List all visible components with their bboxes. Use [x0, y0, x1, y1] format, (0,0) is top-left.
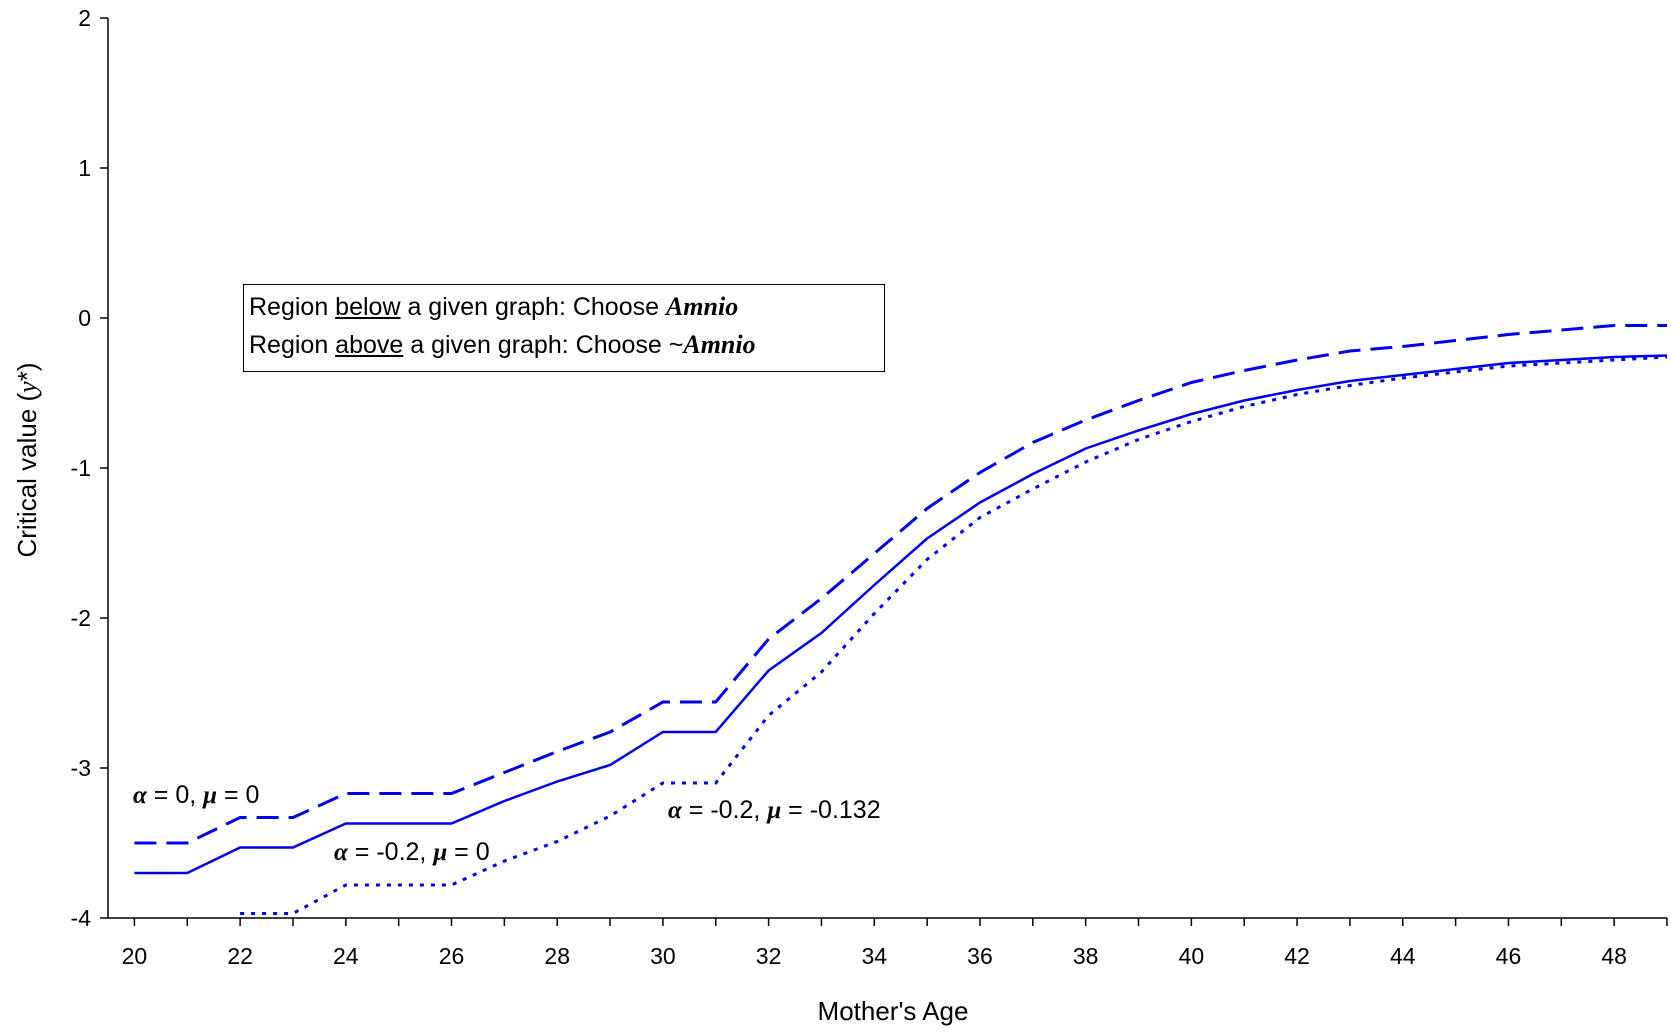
x-tick-label: 36 [967, 943, 993, 969]
x-tick-label: 38 [1073, 943, 1099, 969]
y-tick-label: -2 [71, 605, 91, 631]
legend-choice: Amnio [683, 330, 756, 359]
x-tick-label: 28 [544, 943, 570, 969]
series-layer [134, 324, 1668, 915]
x-tick-label: 30 [650, 943, 676, 969]
annotation-mu: μ [201, 782, 217, 809]
annotation-text: = -0.132 [781, 796, 880, 824]
x-axis-title: Mother's Age [818, 996, 969, 1026]
y-axis-title-symbol: y [13, 381, 42, 396]
x-tick-label: 46 [1496, 943, 1522, 969]
y-axis-title: Critical value (y*) [12, 362, 42, 557]
legend-underlined-word: below [335, 293, 401, 321]
x-tick-label: 24 [333, 943, 359, 969]
legend-text: Region [249, 293, 336, 321]
series-line-dashed [134, 324, 1667, 845]
series-line-dotted [240, 355, 1668, 915]
axes [107, 18, 1667, 919]
annotation-alpha: α [133, 782, 148, 809]
series-line-solid [134, 354, 1668, 875]
annotation-series-solid: α = -0.2, μ = 0 [334, 838, 490, 866]
y-axis-title-text: Critical value ( [12, 392, 42, 557]
legend-text: Region [249, 331, 336, 359]
annotation-text: = 0, [147, 781, 203, 809]
y-tick-label: -3 [71, 755, 91, 781]
y-tick-label: 1 [78, 155, 91, 181]
y-ticks: 2 1 0 -1 -2 -3 -4 [71, 5, 108, 931]
x-tick-label: 22 [227, 943, 253, 969]
x-tick-label: 48 [1601, 943, 1627, 969]
x-tick-label: 42 [1284, 943, 1310, 969]
legend-line-above: Region above a given graph: Choose ~Amni… [249, 326, 884, 364]
x-tick-label: 40 [1179, 943, 1205, 969]
annotation-alpha: α [668, 797, 683, 824]
annotation-text: = 0 [217, 781, 259, 809]
annotation-series-dashed: α = 0, μ = 0 [133, 781, 259, 809]
region-legend-box: Region below a given graph: Choose Amnio… [243, 284, 885, 372]
legend-text: a given graph: Choose ~ [403, 331, 684, 359]
y-tick-label: -1 [71, 455, 91, 481]
y-tick-label: -4 [71, 905, 92, 931]
y-tick-label: 2 [78, 5, 91, 31]
legend-text: a given graph: Choose [400, 293, 666, 321]
annotation-alpha: α [334, 839, 349, 866]
y-tick-label: 0 [78, 305, 91, 331]
annotation-text: = -0.2, [348, 838, 433, 866]
legend-underlined-word: above [335, 331, 404, 359]
x-ticks: 20 22 24 26 28 30 32 34 36 38 40 42 44 46 48 [122, 918, 1668, 969]
y-axis-title-suffix: *) [12, 362, 42, 381]
x-tick-label: 34 [861, 943, 887, 969]
x-tick-label: 26 [439, 943, 465, 969]
annotation-series-dotted: α = -0.2, μ = -0.132 [668, 796, 881, 824]
annotation-mu: μ [765, 797, 781, 824]
annotation-text: = -0.2, [682, 796, 767, 824]
x-tick-label: 44 [1390, 943, 1416, 969]
annotation-text: = 0 [447, 838, 489, 866]
legend-choice: Amnio [665, 292, 739, 321]
x-tick-label: 20 [122, 943, 148, 969]
legend-line-below: Region below a given graph: Choose Amnio [249, 288, 884, 326]
annotation-mu: μ [431, 839, 447, 866]
x-tick-label: 32 [756, 943, 782, 969]
